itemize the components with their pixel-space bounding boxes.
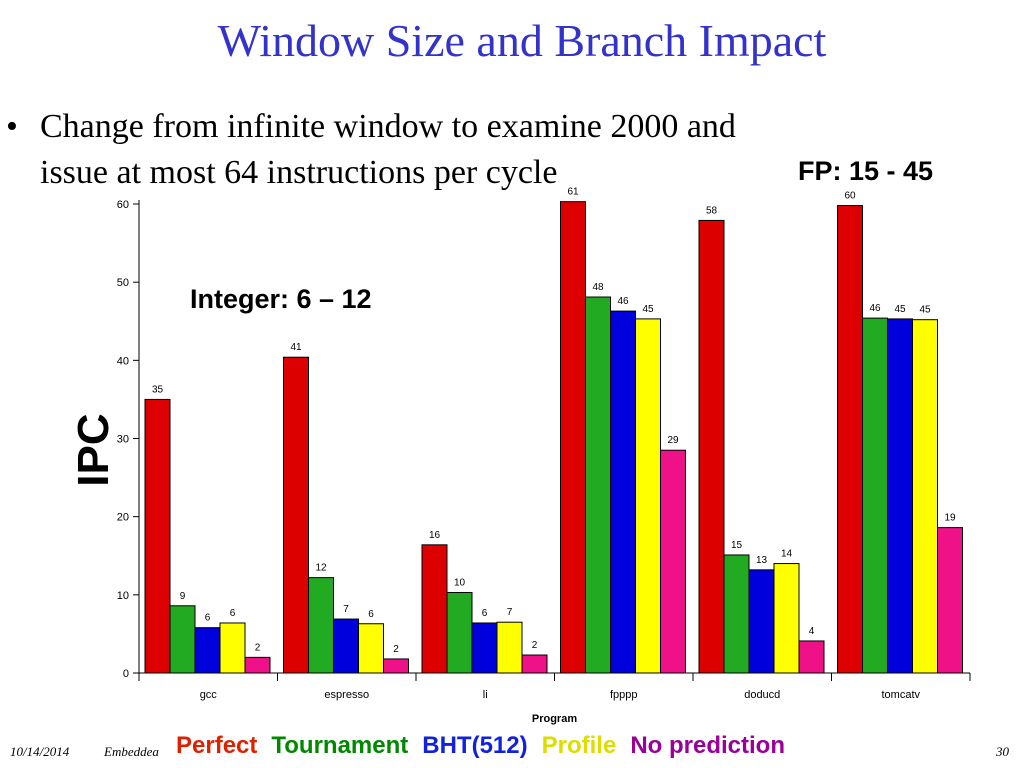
data-label: 6 <box>230 608 236 619</box>
bar <box>194 627 221 674</box>
page-number: 30 <box>996 744 1009 759</box>
data-label: 6 <box>205 613 211 624</box>
bar <box>912 319 938 674</box>
bar <box>308 577 334 674</box>
data-label: 45 <box>642 304 654 315</box>
bar <box>937 527 963 674</box>
x-axis-label: Program <box>532 713 577 725</box>
data-label: 6 <box>482 608 488 619</box>
data-label: 45 <box>894 304 906 315</box>
y-tick-label: 40 <box>117 355 129 367</box>
bar <box>585 296 611 674</box>
bar <box>333 618 359 674</box>
x-tick-label: doducd <box>744 689 780 701</box>
data-label: 46 <box>869 303 881 314</box>
y-tick-label: 50 <box>117 277 129 289</box>
data-label: 58 <box>706 205 718 216</box>
bullet-text: Change from infinite window to examine 2… <box>40 108 736 191</box>
bar <box>773 563 800 674</box>
data-label: 35 <box>152 384 164 395</box>
y-tick-label: 10 <box>117 590 129 602</box>
data-label: 2 <box>393 644 399 655</box>
bar <box>421 544 448 674</box>
y-tick-label: 0 <box>123 668 129 680</box>
legend-item: Profile <box>541 732 617 759</box>
bar <box>798 640 825 674</box>
bar <box>560 201 586 674</box>
bar <box>471 622 498 674</box>
bar <box>283 356 309 674</box>
fp-annotation: FP: 15 - 45 <box>798 156 934 186</box>
bar <box>887 318 913 674</box>
data-label: 16 <box>429 530 441 541</box>
bar <box>837 205 863 674</box>
data-label: 48 <box>592 282 604 293</box>
slide-title: Window Size and Branch Impact <box>217 15 827 66</box>
bar <box>496 621 523 674</box>
footer-date: 10/14/2014 <box>10 744 70 759</box>
bar <box>610 310 636 674</box>
data-label: 7 <box>507 607 513 618</box>
integer-annotation: Integer: 6 – 12 <box>190 284 372 314</box>
bar <box>723 554 750 674</box>
data-label: 9 <box>180 591 186 602</box>
data-label: 2 <box>255 642 261 653</box>
data-label: 45 <box>919 305 931 316</box>
data-label: 10 <box>454 577 466 588</box>
legend-item: No prediction <box>630 732 785 759</box>
data-label: 12 <box>315 563 327 574</box>
data-label: 13 <box>756 555 768 566</box>
bar <box>144 398 171 674</box>
legend-item: BHT(512) <box>422 732 528 759</box>
y-tick-label: 20 <box>117 512 129 524</box>
bar <box>521 654 548 674</box>
data-label: 15 <box>731 540 743 551</box>
x-tick-label: tomcatv <box>881 689 920 701</box>
bar <box>446 591 473 674</box>
data-label: 46 <box>617 296 629 307</box>
legend-item: Perfect <box>176 732 258 759</box>
legend: Perfect Tournament BHT(512) Profile No predi… <box>176 732 799 760</box>
bar <box>219 622 246 674</box>
bar <box>358 623 384 674</box>
bar <box>169 605 196 674</box>
legend-item: Tournament <box>271 732 409 759</box>
data-label: 2 <box>532 640 538 651</box>
bar <box>862 317 888 674</box>
y-tick-label: 60 <box>117 199 129 211</box>
data-label: 4 <box>809 626 815 637</box>
data-label: 41 <box>290 342 302 353</box>
y-tick-label: 30 <box>117 434 129 446</box>
data-label: 7 <box>343 604 349 615</box>
data-label: 61 <box>567 187 579 198</box>
x-tick-label: gcc <box>200 689 218 701</box>
x-tick-label: li <box>483 689 488 701</box>
data-label: 6 <box>368 609 374 620</box>
data-label: 29 <box>667 435 679 446</box>
data-label: 19 <box>944 513 956 524</box>
bar <box>244 656 271 674</box>
bar <box>698 219 725 674</box>
data-label: 14 <box>781 549 793 560</box>
y-axis-label: IPC <box>69 413 118 487</box>
x-tick-label: fpppp <box>610 689 638 701</box>
bar <box>635 318 661 674</box>
footer-text: Embeddea <box>104 744 159 759</box>
bar <box>748 569 775 674</box>
x-tick-label: espresso <box>324 689 369 701</box>
data-label: 60 <box>844 191 856 202</box>
bar <box>660 449 686 674</box>
bar <box>383 658 409 674</box>
bullet-marker: • <box>6 108 18 145</box>
